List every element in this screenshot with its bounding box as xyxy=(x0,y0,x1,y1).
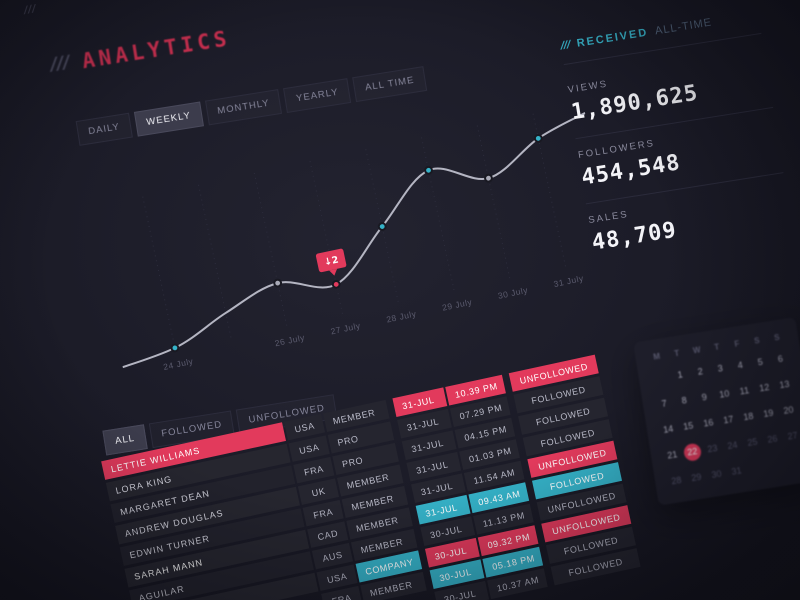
chart-gridline xyxy=(142,196,177,352)
calendar-day[interactable]: 25 xyxy=(746,436,759,448)
calendar-day[interactable]: 31 xyxy=(730,465,743,477)
calendar-day[interactable]: 20 xyxy=(782,404,795,416)
calendar-day[interactable]: 30 xyxy=(710,468,723,480)
chart-point-gray[interactable] xyxy=(273,278,283,288)
period-tab-weekly[interactable]: WEEKLY xyxy=(133,101,204,137)
calendar-day[interactable]: 23 xyxy=(706,442,719,455)
received-slashes-icon: /// xyxy=(559,38,572,53)
calendar-day[interactable]: 29 xyxy=(690,471,703,484)
calendar-day[interactable]: 24 xyxy=(726,439,739,452)
calendar-day-header: T xyxy=(673,348,680,359)
chart-x-label: 30 July xyxy=(497,285,529,301)
chart-point-teal[interactable] xyxy=(170,343,180,353)
chart-point-pink[interactable] xyxy=(331,279,341,289)
calendar-day xyxy=(787,452,800,471)
calendar-day[interactable]: 9 xyxy=(700,391,708,403)
calendar-day[interactable]: 6 xyxy=(777,353,784,365)
chart-point-gray[interactable] xyxy=(484,173,493,183)
calendar-day[interactable]: 17 xyxy=(722,414,735,426)
calendar-day[interactable]: 11 xyxy=(738,385,750,397)
calendar-day-header: S xyxy=(773,332,781,343)
chart-point-teal[interactable] xyxy=(533,133,543,143)
chart-x-label: 31 July xyxy=(553,273,585,289)
calendar-day[interactable]: 5 xyxy=(757,356,764,368)
calendar-day-selected[interactable]: 22 xyxy=(682,442,703,462)
calendar-day-header: W xyxy=(692,345,702,356)
corner-slashes-icon: /// xyxy=(23,2,38,18)
calendar-day-header: S xyxy=(753,335,761,346)
chart-x-label: 29 July xyxy=(441,297,473,313)
calendar-day-header: T xyxy=(713,342,720,352)
period-tab-all-time[interactable]: ALL TIME xyxy=(352,66,428,103)
calendar-day[interactable]: 28 xyxy=(670,474,683,487)
chart-line xyxy=(102,111,587,375)
page-title: ANALYTICS xyxy=(80,26,233,74)
filter-tab-all[interactable]: ALL xyxy=(102,424,148,456)
chart-x-label: 28 July xyxy=(385,308,417,324)
chart-x-label: 27 July xyxy=(330,320,362,336)
stats-list: VIEWS 1,890,625 FOLLOWERS 454,548 SALES 48,70… xyxy=(565,42,793,269)
calendar-day xyxy=(767,456,786,475)
calendar-day-header: M xyxy=(652,351,661,362)
chart-gridline xyxy=(253,172,288,328)
calendar-day[interactable]: 14 xyxy=(662,423,674,435)
calendar-day[interactable]: 3 xyxy=(716,363,724,374)
chart-gridline xyxy=(421,137,455,293)
chart-gridline xyxy=(476,125,511,281)
calendar-day[interactable]: 13 xyxy=(778,378,791,391)
calendar-widget: M T W T F S S 1 2 3 4 5 6 7 8 9 10 11 12 13 14 15 16 17 18 19 20 21… xyxy=(633,317,800,506)
chart-annotation-badge[interactable]: ↓2 xyxy=(315,248,348,278)
calendar-day[interactable]: 26 xyxy=(766,433,779,445)
period-tab-monthly[interactable]: MONTHLY xyxy=(204,89,283,126)
calendar-day[interactable]: 7 xyxy=(660,398,668,409)
calendar-day[interactable]: 15 xyxy=(682,420,695,432)
calendar-day[interactable]: 4 xyxy=(737,359,744,371)
calendar-day[interactable]: 8 xyxy=(680,395,688,406)
calendar-day[interactable]: 27 xyxy=(786,430,799,442)
received-suffix: ALL-TIME xyxy=(654,16,713,38)
chart-x-label: 24 July xyxy=(162,356,194,372)
calendar-day[interactable]: 16 xyxy=(702,417,715,429)
chart-gridline xyxy=(309,161,344,316)
followers-table: LETTIE WILLIAMS USA MEMBER 31-JUL 10.39 PM UN… xyxy=(101,354,641,600)
calendar-day[interactable]: 12 xyxy=(758,381,771,394)
calendar-day[interactable]: 2 xyxy=(696,366,704,377)
calendar-day[interactable]: 1 xyxy=(676,369,684,381)
app-header: /// ANALYTICS xyxy=(49,26,232,78)
chart-point-teal[interactable] xyxy=(424,165,433,175)
calendar-grid: M T W T F S S 1 2 3 4 5 6 7 8 9 10 11 12 13 14 15 16 17 18 19 20 21… xyxy=(646,332,800,492)
calendar-day xyxy=(747,459,766,478)
header-slashes-icon: /// xyxy=(48,51,72,77)
chart-gridline xyxy=(198,184,232,340)
period-tab-daily[interactable]: DAILY xyxy=(75,112,133,146)
chart-x-label: 26 July xyxy=(274,332,306,348)
calendar-day[interactable]: 18 xyxy=(742,410,755,423)
calendar-day[interactable]: 19 xyxy=(762,407,775,420)
calendar-day[interactable]: 10 xyxy=(718,388,731,400)
calendar-day[interactable]: 21 xyxy=(666,449,679,461)
calendar-day-header: F xyxy=(733,339,741,349)
chart-point-teal[interactable] xyxy=(377,222,387,231)
calendar-day xyxy=(650,369,669,388)
period-tab-yearly[interactable]: YEARLY xyxy=(283,78,352,113)
received-label: RECEIVED xyxy=(575,26,650,50)
